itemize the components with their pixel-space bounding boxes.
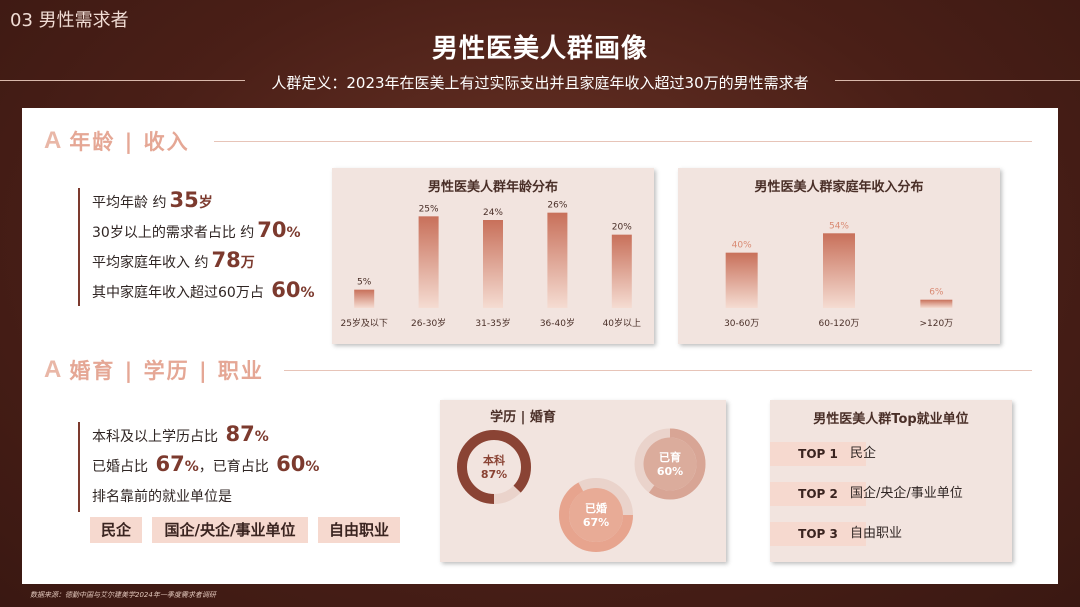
top-units-title: 男性医美人群Top就业单位 bbox=[813, 412, 969, 427]
tick-label-0: 25岁及以下 bbox=[340, 317, 387, 329]
top-units-item-2: TOP 2 国企/央企/事业单位 bbox=[770, 482, 1012, 506]
stat-over-30: 30岁以上的需求者占比 约 70% bbox=[92, 218, 301, 242]
donut-value-0: 87% bbox=[481, 468, 507, 481]
section-a-icon: A bbox=[44, 127, 62, 154]
top-rank-1: TOP 1 bbox=[770, 442, 866, 466]
donut-label-0: 本科 bbox=[483, 453, 505, 467]
bar-0 bbox=[354, 289, 375, 308]
section-tag: 03 男性需求者 bbox=[10, 10, 129, 31]
top-label-3: 自由职业 bbox=[850, 526, 903, 541]
marriage-edu-stats: 本科及以上学历占比 87% 已婚占比 67%，已育占比 60% 排名靠前的就业单… bbox=[78, 422, 319, 512]
section-age-income-header: A 年龄 | 收入 bbox=[44, 126, 190, 156]
tick-label-0: 30-60万 bbox=[724, 319, 759, 329]
bar-0 bbox=[725, 252, 758, 308]
top-rank-3: TOP 3 bbox=[770, 522, 866, 546]
tick-label-4: 40岁以上 bbox=[603, 317, 641, 329]
top-rank-2: TOP 2 bbox=[770, 482, 866, 506]
top-label-1: 民企 bbox=[850, 446, 877, 461]
donut-panel-title: 学历 | 婚育 bbox=[490, 410, 556, 425]
stat-education: 本科及以上学历占比 87% bbox=[92, 422, 269, 446]
top-units-item-1: TOP 1 民企 bbox=[770, 442, 1012, 466]
income-chart-panel: 男性医美人群家庭年收入分布 40% 30-60万 54% 60-120万 6% >120万 bbox=[678, 168, 1000, 344]
age-chart: 5% 25岁及以下 25% 26-30岁 24% 31-35岁 26% 36-40岁 20% 40… bbox=[340, 201, 641, 329]
age-income-stats: 平均年龄 约 35岁 30岁以上的需求者占比 约 70% 平均家庭年收入 约 78万 … bbox=[78, 188, 315, 306]
stat-average-income: 平均家庭年收入 约 78万 bbox=[92, 248, 255, 272]
donut-panel: 学历 | 婚育 本科 87% 已婚 67% 已育 60% bbox=[440, 400, 726, 562]
subtitle-row: 人群定义：2023年在医美上有过实际支出并且家庭年收入超过30万的男性需求者 bbox=[0, 70, 1080, 92]
donut-label-1: 已婚 bbox=[585, 501, 607, 515]
bar-label-2: 6% bbox=[929, 288, 944, 298]
stat-employment: 排名靠前的就业单位是 bbox=[92, 489, 232, 505]
donut-center-1 bbox=[569, 488, 623, 542]
stat-income-over-60: 其中家庭年收入超过60万占 60% bbox=[92, 278, 315, 302]
stat-average-age: 平均年龄 约 35岁 bbox=[92, 188, 213, 212]
age-chart-title: 男性医美人群年龄分布 bbox=[427, 180, 558, 195]
donut-arc-1 bbox=[559, 478, 633, 552]
top-label-2: 国企/央企/事业单位 bbox=[850, 486, 963, 501]
pill-private: 民企 bbox=[90, 517, 142, 543]
bar-label-1: 54% bbox=[829, 221, 849, 231]
tick-label-1: 26-30岁 bbox=[411, 317, 446, 329]
bar-label-3: 26% bbox=[547, 201, 567, 211]
section-marriage-title: 婚育 | 学历 | 职业 bbox=[69, 359, 264, 383]
pill-state: 国企/央企/事业单位 bbox=[152, 517, 308, 543]
section-age-income-title: 年龄 | 收入 bbox=[69, 130, 190, 154]
tick-label-2: 31-35岁 bbox=[475, 317, 510, 329]
bar-1 bbox=[823, 233, 855, 308]
donut-arc-0 bbox=[457, 430, 531, 504]
income-chart: 40% 30-60万 54% 60-120万 6% >120万 bbox=[724, 221, 953, 329]
income-chart-title: 男性医美人群家庭年收入分布 bbox=[754, 180, 924, 195]
bar-label-4: 20% bbox=[612, 223, 632, 233]
page-subtitle: 人群定义：2023年在医美上有过实际支出并且家庭年收入超过30万的男性需求者 bbox=[271, 74, 809, 92]
bar-2 bbox=[483, 220, 503, 308]
age-chart-panel: 男性医美人群年龄分布 5% 25岁及以下 25% 26-30岁 24% 31-35岁 26%… bbox=[332, 168, 654, 344]
subtitle-line-right bbox=[835, 80, 1080, 81]
donut-value-2: 60% bbox=[657, 465, 683, 478]
content-card: A 年龄 | 收入 平均年龄 约 35岁 30岁以上的需求者占比 约 70% 平均家… bbox=[22, 108, 1058, 584]
tick-label-3: 36-40岁 bbox=[540, 317, 575, 329]
bar-label-0: 40% bbox=[732, 241, 752, 251]
bar-1 bbox=[418, 216, 439, 308]
bar-2 bbox=[920, 299, 953, 308]
stat-married: 已婚占比 67%，已育占比 60% bbox=[92, 452, 320, 476]
bar-4 bbox=[611, 234, 632, 308]
tick-label-1: 60-120万 bbox=[819, 319, 860, 329]
page-title: 男性医美人群画像 bbox=[431, 34, 648, 64]
donut-value-1: 67% bbox=[583, 516, 609, 529]
donut-center-2 bbox=[643, 437, 697, 491]
donut-label-2: 已育 bbox=[659, 450, 681, 464]
subtitle-line-left bbox=[0, 80, 245, 81]
bar-label-2: 24% bbox=[483, 208, 503, 218]
pill-freelance: 自由职业 bbox=[318, 517, 400, 543]
tick-label-2: >120万 bbox=[919, 319, 953, 329]
data-source: 数据来源：德勤中国与艾尔建美学2024年一季度需求者调研 bbox=[30, 591, 216, 599]
top-units-item-3: TOP 3 自由职业 bbox=[770, 522, 1012, 546]
section-age-income-line bbox=[214, 141, 1032, 142]
section-marriage-line bbox=[284, 370, 1032, 371]
top-units-panel: 男性医美人群Top就业单位 TOP 1 民企 TOP 2 国企/央企/事业单位 … bbox=[770, 400, 1012, 562]
section-marriage-header: A 婚育 | 学历 | 职业 bbox=[44, 355, 264, 385]
donut-arc-2 bbox=[634, 428, 706, 500]
section-b-icon: A bbox=[44, 356, 62, 383]
bar-label-0: 5% bbox=[357, 278, 372, 288]
bar-3 bbox=[547, 212, 568, 308]
bar-label-1: 25% bbox=[419, 204, 439, 214]
